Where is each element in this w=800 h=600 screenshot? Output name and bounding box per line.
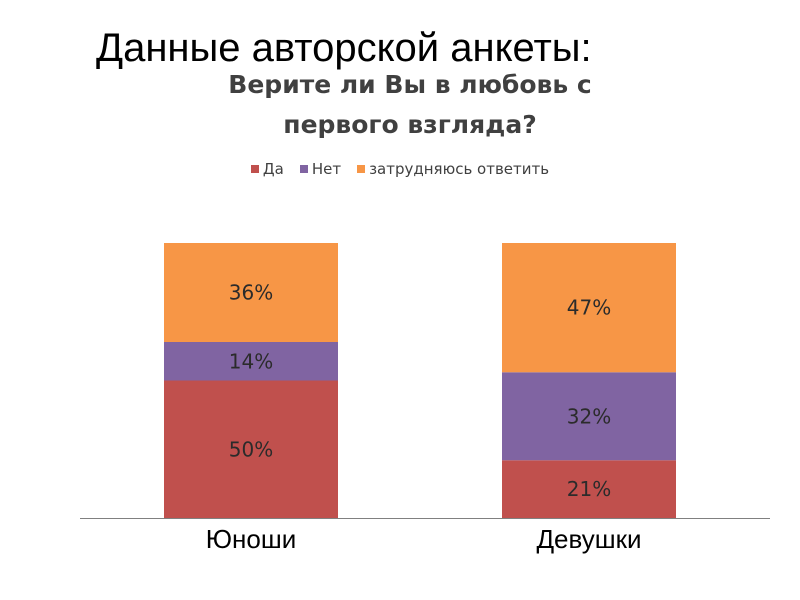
- data-label-1-0: 21%: [567, 477, 611, 501]
- legend-swatch-da: [250, 165, 259, 173]
- data-label-1-2: 47%: [567, 296, 611, 320]
- chart-title-line-1: Верите ли Вы в любовь с: [228, 70, 592, 99]
- legend-label-net: Нет: [311, 160, 342, 178]
- legend-item-undecided: затрудняюсь ответить: [357, 160, 549, 178]
- chart-title-line-2: первого взгляда?: [283, 110, 537, 139]
- bar-segment-1-1: [502, 372, 676, 461]
- bar-segment-1-2: [502, 243, 676, 373]
- data-label-1-1: 32%: [567, 404, 611, 428]
- category-label-0: Юноши: [206, 524, 296, 554]
- slide-title: Данные авторской анкеты:: [96, 26, 592, 70]
- category-labels-group: Юноши Девушки: [206, 524, 642, 554]
- bar-segment-1-0: [502, 460, 676, 518]
- bars-group: [164, 243, 676, 518]
- category-label-1: Девушки: [536, 524, 641, 554]
- legend-swatch-undecided: [357, 165, 366, 173]
- legend-swatch-net: [299, 165, 308, 173]
- chart-legend: Да Нет затрудняюсь ответить: [0, 160, 800, 178]
- data-label-0-0: 50%: [229, 437, 273, 461]
- bar-segment-0-2: [164, 243, 338, 342]
- legend-label-da: Да: [262, 160, 284, 178]
- legend-label-undecided: затрудняюсь ответить: [369, 160, 550, 178]
- data-labels-group: 50% 14% 36% 21% 32% 47%: [229, 281, 611, 502]
- data-label-0-1: 14%: [229, 349, 273, 373]
- legend-item-net: Нет: [299, 160, 342, 178]
- data-label-0-2: 36%: [229, 281, 273, 305]
- bar-segment-0-0: [164, 380, 338, 518]
- bar-segment-0-1: [164, 342, 338, 381]
- legend-item-da: Да: [250, 160, 284, 178]
